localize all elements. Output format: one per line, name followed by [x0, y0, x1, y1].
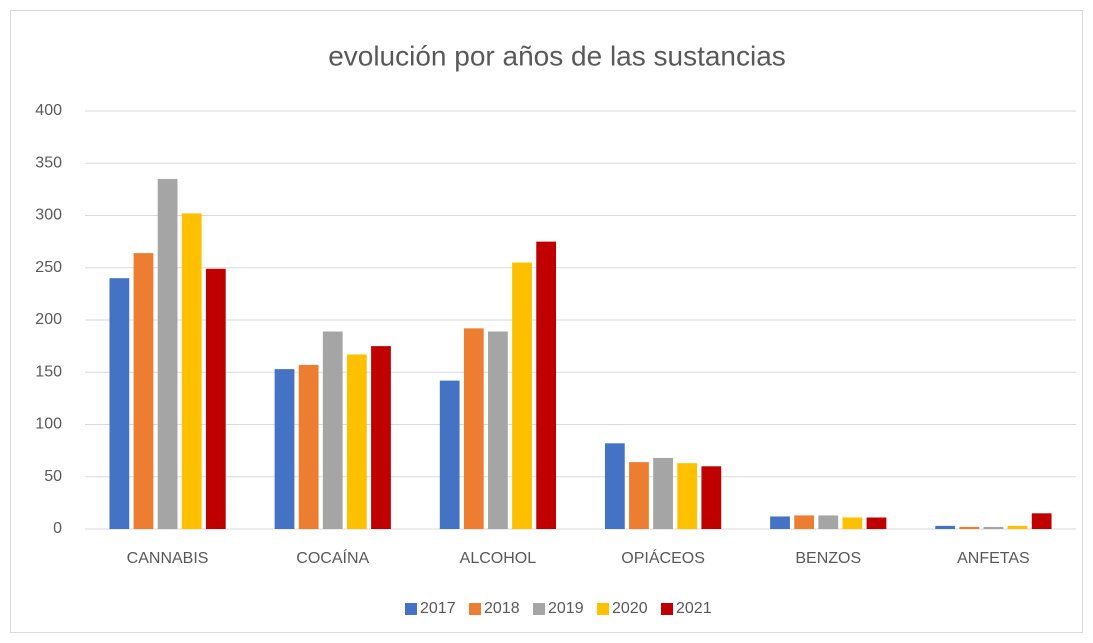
bar [983, 526, 1004, 529]
legend-swatch [469, 603, 481, 615]
bar [1031, 513, 1052, 529]
bar [298, 364, 319, 529]
x-tick-label: COCAÍNA [296, 548, 369, 567]
legend-swatch [405, 603, 417, 615]
legend-swatch [533, 603, 545, 615]
bar [677, 463, 698, 529]
x-tick-label: ALCOHOL [460, 550, 537, 567]
chart-title: evolución por años de las sustancias [328, 40, 786, 71]
y-tick-label: 400 [35, 102, 62, 119]
bar [133, 253, 154, 529]
bar [604, 443, 625, 529]
bar [770, 516, 790, 529]
y-tick-label: 50 [44, 468, 62, 485]
y-tick-label: 350 [35, 154, 62, 171]
bar [794, 515, 815, 529]
bar [205, 268, 226, 529]
y-tick-label: 250 [35, 259, 62, 276]
bar [818, 515, 839, 529]
x-tick-label: OPIÁCEOS [621, 548, 705, 567]
bar [1007, 525, 1028, 529]
legend-swatch [597, 603, 609, 615]
legend-label: 2020 [612, 600, 648, 617]
bar [959, 526, 980, 529]
bar [109, 278, 130, 529]
bar [322, 331, 343, 529]
bar [701, 466, 722, 529]
bar [866, 517, 887, 529]
bar [488, 331, 508, 529]
bar [463, 328, 484, 529]
y-tick-label: 100 [35, 416, 62, 433]
y-tick-label: 0 [53, 520, 62, 537]
y-tick-label: 200 [35, 311, 62, 328]
bar [439, 380, 460, 529]
legend-swatch [661, 603, 673, 615]
bar [536, 241, 557, 529]
bar [512, 262, 532, 529]
bar [371, 346, 391, 529]
x-tick-label: BENZOS [795, 550, 861, 567]
bar [653, 457, 673, 529]
bar [842, 517, 863, 529]
legend-label: 2018 [484, 600, 520, 617]
bar [935, 525, 956, 529]
legend-label: 2019 [548, 600, 584, 617]
legend-label: 2017 [420, 600, 456, 617]
y-tick-label: 150 [35, 363, 62, 380]
bar [274, 369, 295, 529]
bar [346, 354, 367, 529]
x-tick-label: ANFETAS [957, 550, 1030, 567]
x-tick-label: CANNABIS [127, 550, 209, 567]
y-tick-label: 300 [35, 207, 62, 224]
bar [157, 178, 178, 530]
bar [629, 462, 649, 529]
bar [181, 213, 202, 529]
legend-label: 2021 [676, 600, 712, 617]
